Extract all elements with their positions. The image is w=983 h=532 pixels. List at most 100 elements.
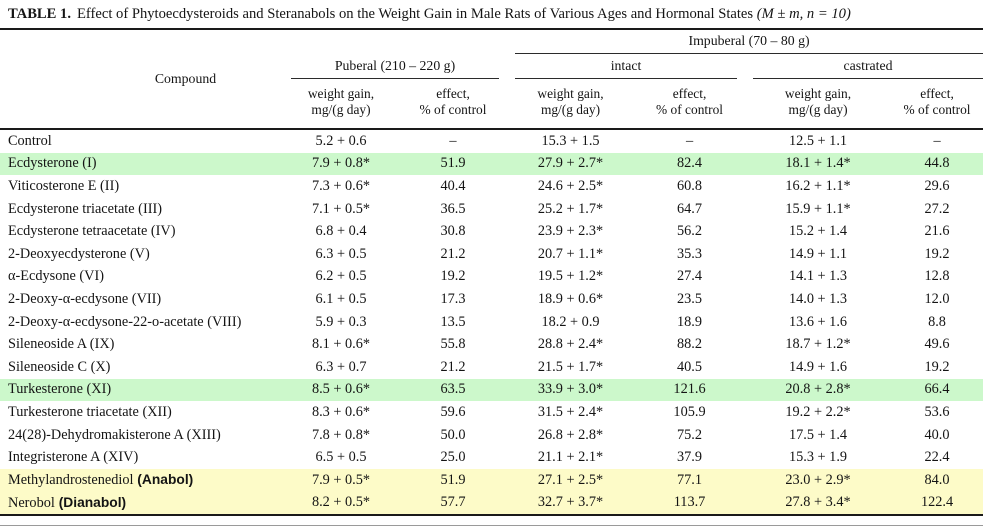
intact-weight-gain-cell: 26.8 + 2.8* (537, 426, 604, 443)
puberal-weight-gain-cell: 8.2 + 0.5* (311, 494, 371, 511)
castrated-weight-gain-cell: 16.2 + 1.1* (785, 177, 851, 194)
col-group-intact-label: intact (515, 55, 738, 79)
col-header-effect-intact: effect, % of control (634, 79, 746, 130)
results-table: Compound Puberal (210 – 220 g) Impuberal… (0, 28, 983, 517)
castrated-weight-gain-cell: 15.2 + 1.4 (788, 223, 848, 240)
compound-cell: α-Ecdysone (VI) (8, 268, 105, 285)
puberal-effect-cell: 55.8 (440, 336, 466, 353)
puberal-effect-cell: 21.2 (440, 358, 466, 375)
castrated-weight-gain-cell: 13.6 + 1.6 (788, 313, 848, 330)
puberal-effect-cell: 21.2 (440, 245, 466, 262)
intact-weight-gain-cell: 28.8 + 2.4* (537, 336, 604, 353)
table-row: Nerobol (Dianabol) 8.2 + 0.5* 57.7 32.7 + 3… (0, 491, 983, 516)
castrated-effect-cell: 21.6 (924, 223, 950, 240)
table-row: 2-Deoxyecdysterone (V) 6.3 + 0.5 21.2 20.7 … (0, 243, 983, 266)
puberal-weight-gain-cell: 7.9 + 0.8* (311, 155, 371, 172)
compound-cell: Turkesterone (XI) (8, 381, 112, 398)
intact-effect-cell: 23.5 (677, 290, 703, 307)
castrated-weight-gain-cell: 14.9 + 1.6 (788, 358, 848, 375)
table-row: Sileneoside C (X) 6.3 + 0.7 21.2 21.5 + 1.7… (0, 356, 983, 379)
col-header-weight-gain-intact: weight gain, mg/(g day) (507, 79, 635, 130)
col-group-intact: intact (507, 54, 745, 79)
intact-effect-cell: – (685, 132, 694, 149)
castrated-effect-cell: 8.8 (928, 313, 946, 330)
puberal-effect-cell: 51.9 (440, 155, 466, 172)
compound-cell: 24(28)-Dehydromakisterone A (XIII) (8, 426, 221, 443)
puberal-weight-gain-cell: 6.1 + 0.5 (315, 290, 367, 307)
compound-cell: Sileneoside C (X) (8, 358, 111, 375)
castrated-effect-cell: 66.4 (924, 381, 950, 398)
castrated-effect-cell: 122.4 (920, 494, 954, 511)
table-row: Methylandrostenediol (Anabol) 7.9 + 0.5* 5… (0, 468, 983, 492)
table-caption-text: Effect of Phytoecdysteroids and Steranab… (77, 6, 754, 22)
col-header-weight-gain-castrated: weight gain, mg/(g day) (745, 79, 892, 130)
compound-cell: Integristerone A (XIV) (8, 449, 139, 466)
puberal-weight-gain-cell: 6.3 + 0.7 (315, 358, 367, 375)
puberal-effect-cell: 51.9 (440, 471, 466, 488)
compound-cell: Nerobol (Dianabol) (8, 494, 127, 511)
table-row: 24(28)-Dehydromakisterone A (XIII) 7.8 + … (0, 424, 983, 447)
castrated-weight-gain-cell: 23.0 + 2.9* (785, 471, 851, 488)
intact-weight-gain-cell: 18.2 + 0.9 (541, 313, 600, 330)
castrated-effect-cell: 19.2 (924, 245, 950, 262)
castrated-weight-gain-cell: 14.1 + 1.3 (788, 268, 848, 285)
col-header-effect-puberal: effect, % of control (399, 79, 508, 130)
intact-effect-cell: 88.2 (677, 336, 703, 353)
castrated-effect-cell: 12.0 (924, 290, 950, 307)
col-header-compound: Compound (0, 29, 283, 130)
castrated-weight-gain-cell: 12.5 + 1.1 (788, 132, 848, 149)
table-row: Sileneoside A (IX) 8.1 + 0.6* 55.8 28.8 + 2… (0, 333, 983, 356)
intact-effect-cell: 77.1 (677, 471, 703, 488)
castrated-weight-gain-cell: 18.1 + 1.4* (785, 155, 851, 172)
castrated-effect-cell: 19.2 (924, 358, 950, 375)
castrated-weight-gain-cell: 15.3 + 1.9 (788, 449, 848, 466)
castrated-weight-gain-cell: 17.5 + 1.4 (788, 426, 848, 443)
compound-cell: Ecdysterone tetraacetate (IV) (8, 223, 176, 240)
table-row: Turkesterone triacetate (XII) 8.3 + 0.6* 5… (0, 401, 983, 424)
intact-weight-gain-cell: 24.6 + 2.5* (537, 177, 604, 194)
compound-cell: Viticosterone E (II) (8, 177, 120, 194)
castrated-weight-gain-cell: 20.8 + 2.8* (785, 381, 851, 398)
table-caption-stats: (M ± m, n = 10) (756, 6, 851, 22)
castrated-effect-cell: 12.8 (924, 268, 950, 285)
puberal-effect-cell: 13.5 (440, 313, 466, 330)
puberal-effect-cell: 63.5 (440, 381, 466, 398)
intact-weight-gain-cell: 19.5 + 1.2* (537, 268, 604, 285)
puberal-effect-cell: 36.5 (440, 200, 466, 217)
castrated-weight-gain-cell: 18.7 + 1.2* (785, 336, 851, 353)
puberal-weight-gain-cell: 8.1 + 0.6* (311, 336, 371, 353)
intact-weight-gain-cell: 21.1 + 2.1* (537, 449, 604, 466)
compound-cell: Methylandrostenediol (Anabol) (8, 472, 194, 489)
castrated-effect-cell: 49.6 (924, 336, 950, 353)
compound-cell: Turkesterone triacetate (XII) (8, 403, 172, 420)
puberal-weight-gain-cell: 5.2 + 0.6 (315, 132, 367, 149)
intact-effect-cell: 35.3 (677, 245, 703, 262)
col-group-impuberal-label: Impuberal (70 – 80 g) (515, 30, 983, 54)
col-group-puberal: Puberal (210 – 220 g) (283, 29, 507, 79)
intact-weight-gain-cell: 18.9 + 0.6* (537, 290, 604, 307)
castrated-effect-cell: 22.4 (924, 449, 950, 466)
castrated-weight-gain-cell: 15.9 + 1.1* (785, 200, 851, 217)
puberal-weight-gain-cell: 6.8 + 0.4 (315, 223, 367, 240)
intact-weight-gain-cell: 20.7 + 1.1* (537, 245, 604, 262)
puberal-weight-gain-cell: 8.5 + 0.6* (311, 381, 371, 398)
compound-cell: Ecdysterone triacetate (III) (8, 200, 162, 217)
puberal-weight-gain-cell: 5.9 + 0.3 (315, 313, 367, 330)
col-group-castrated: castrated (745, 54, 983, 79)
puberal-weight-gain-cell: 6.3 + 0.5 (315, 245, 367, 262)
intact-effect-cell: 121.6 (673, 381, 706, 398)
puberal-weight-gain-cell: 7.9 + 0.5* (311, 471, 371, 488)
castrated-effect-cell: 44.8 (924, 155, 950, 172)
puberal-effect-cell: 19.2 (440, 268, 466, 285)
castrated-weight-gain-cell: 14.9 + 1.1 (788, 245, 848, 262)
puberal-weight-gain-cell: 7.3 + 0.6* (311, 177, 371, 194)
puberal-effect-cell: 59.6 (440, 403, 466, 420)
puberal-effect-cell: 57.7 (440, 494, 466, 511)
puberal-effect-cell: 50.0 (440, 426, 466, 443)
puberal-effect-cell: 17.3 (440, 290, 466, 307)
castrated-effect-cell: – (933, 132, 941, 149)
col-group-castrated-label: castrated (753, 55, 983, 79)
castrated-effect-cell: 53.6 (924, 403, 950, 420)
castrated-effect-cell: 84.0 (924, 471, 950, 488)
